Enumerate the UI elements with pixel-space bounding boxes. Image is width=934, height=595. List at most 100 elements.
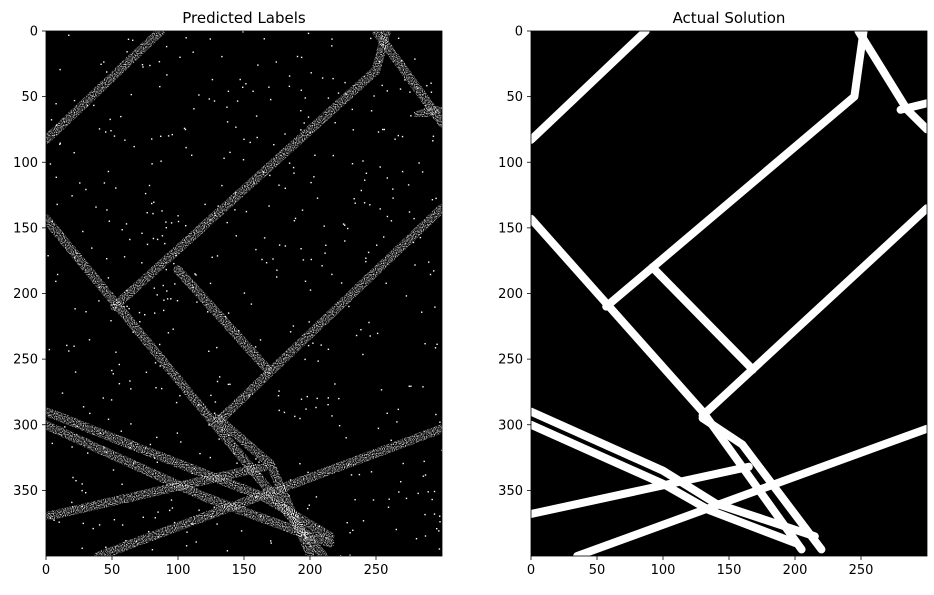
noise-pixel (95, 206, 97, 208)
noise-pixel (75, 480, 77, 482)
noise-pixel (210, 394, 212, 397)
noise-pixel (415, 538, 418, 540)
noise-pixel (98, 524, 101, 526)
noise-pixel (115, 187, 117, 189)
noise-pixel (193, 108, 195, 110)
noise-pixel (289, 331, 292, 333)
noise-pixel (355, 334, 358, 337)
noise-pixel (115, 351, 117, 353)
noise-pixel (213, 412, 216, 414)
noise-pixel (347, 227, 349, 230)
noise-pixel (284, 133, 286, 135)
noise-pixel (327, 397, 329, 399)
noise-pixel (421, 171, 424, 173)
noise-pixel (111, 369, 113, 372)
noise-pixel (401, 170, 404, 173)
noise-pixel (214, 401, 217, 403)
noise-pixel (151, 163, 153, 165)
predicted-road-8 (46, 462, 269, 522)
noise-pixel (165, 227, 167, 229)
noise-pixel (71, 446, 73, 448)
noise-pixel (306, 395, 308, 398)
noise-pixel (186, 531, 188, 533)
noise-pixel (126, 289, 128, 292)
noise-pixel (129, 380, 131, 382)
predicted-ytick-label: 0 (30, 25, 38, 40)
noise-pixel (258, 461, 260, 463)
noise-pixel (98, 128, 101, 130)
noise-pixel (71, 195, 73, 197)
noise-pixel (372, 499, 375, 501)
noise-pixel (184, 128, 187, 131)
noise-pixel (434, 306, 436, 308)
actual-panel: Actual Solution 0 50 100 150 200 250 0 50 100 150 2… (498, 9, 928, 578)
noise-pixel (412, 241, 415, 244)
noise-pixel (307, 116, 310, 118)
noise-pixel (253, 182, 255, 184)
noise-pixel (365, 172, 368, 174)
noise-pixel (210, 515, 213, 518)
noise-pixel (239, 78, 241, 81)
noise-pixel (192, 286, 194, 289)
noise-pixel (129, 447, 131, 449)
noise-pixel (288, 75, 291, 77)
actual-road-9 (573, 424, 927, 556)
noise-pixel (262, 171, 265, 173)
noise-pixel (348, 305, 350, 308)
noise-pixel (430, 82, 432, 84)
noise-pixel (216, 346, 218, 349)
noise-pixel (354, 202, 356, 204)
noise-pixel (163, 309, 165, 312)
noise-pixel (424, 343, 426, 345)
noise-pixel (165, 45, 168, 48)
noise-pixel (159, 343, 161, 346)
predicted-ytick-label: 350 (13, 484, 38, 499)
actual-ytick-label: 50 (506, 90, 523, 105)
noise-pixel (175, 254, 177, 257)
noise-pixel (345, 93, 347, 95)
noise-pixel (296, 55, 299, 58)
noise-pixel (376, 244, 378, 246)
noise-pixel (259, 339, 262, 341)
predicted-road-1 (46, 31, 166, 145)
noise-pixel (332, 154, 334, 157)
noise-pixel (248, 395, 250, 397)
noise-pixel (167, 332, 170, 334)
noise-pixel (192, 51, 194, 53)
noise-pixel (216, 380, 219, 383)
noise-pixel (310, 258, 312, 261)
noise-pixel (89, 412, 91, 415)
noise-pixel (236, 100, 239, 102)
noise-pixel (260, 515, 262, 518)
noise-pixel (185, 225, 187, 227)
noise-pixel (130, 388, 132, 390)
noise-pixel (113, 135, 116, 137)
noise-pixel (112, 373, 114, 375)
predicted-title: Predicted Labels (182, 9, 306, 27)
noise-pixel (243, 292, 246, 294)
noise-pixel (152, 237, 155, 240)
actual-road-12 (896, 99, 927, 114)
noise-pixel (307, 32, 310, 35)
noise-pixel (392, 188, 394, 190)
noise-pixel (91, 247, 93, 249)
noise-pixel (194, 273, 196, 275)
noise-pixel (164, 242, 166, 245)
noise-pixel (255, 496, 257, 499)
noise-pixel (428, 261, 430, 263)
noise-pixel (58, 521, 60, 523)
noise-pixel (304, 97, 306, 99)
predicted-ytick-label: 100 (13, 156, 38, 171)
noise-pixel (211, 256, 213, 258)
noise-pixel (76, 425, 79, 428)
noise-pixel (293, 172, 295, 174)
noise-pixel (227, 383, 230, 386)
predicted-xtick-label: 150 (232, 563, 257, 578)
noise-pixel (171, 133, 173, 136)
noise-pixel (110, 130, 112, 132)
noise-pixel (216, 523, 218, 525)
noise-pixel (166, 290, 168, 292)
predicted-xtick-label: 200 (298, 563, 323, 578)
noise-pixel (59, 142, 61, 144)
noise-pixel (272, 258, 274, 260)
